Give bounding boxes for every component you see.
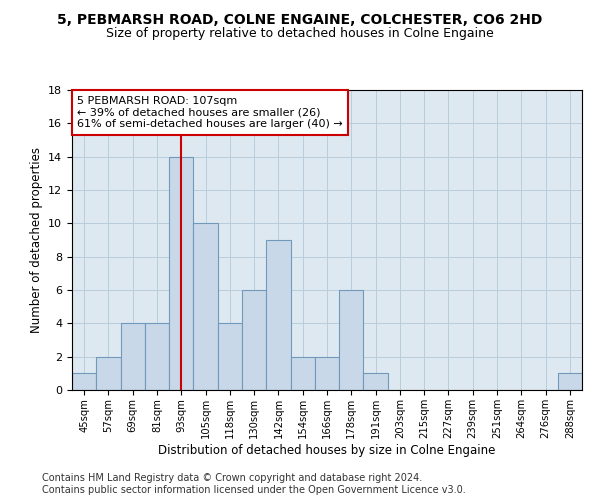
Bar [218, 324, 242, 390]
Bar [72, 374, 96, 390]
Text: 5 PEBMARSH ROAD: 107sqm
← 39% of detached houses are smaller (26)
61% of semi-de: 5 PEBMARSH ROAD: 107sqm ← 39% of detache… [77, 96, 343, 129]
Bar [145, 324, 169, 390]
Bar [193, 224, 218, 390]
Bar [315, 356, 339, 390]
Bar [266, 240, 290, 390]
X-axis label: Distribution of detached houses by size in Colne Engaine: Distribution of detached houses by size … [158, 444, 496, 456]
Bar [96, 356, 121, 390]
Bar [242, 290, 266, 390]
Bar [364, 374, 388, 390]
Bar [290, 356, 315, 390]
Text: Contains HM Land Registry data © Crown copyright and database right 2024.
Contai: Contains HM Land Registry data © Crown c… [42, 474, 466, 495]
Text: Size of property relative to detached houses in Colne Engaine: Size of property relative to detached ho… [106, 28, 494, 40]
Bar [121, 324, 145, 390]
Bar [339, 290, 364, 390]
Bar [169, 156, 193, 390]
Y-axis label: Number of detached properties: Number of detached properties [29, 147, 43, 333]
Text: 5, PEBMARSH ROAD, COLNE ENGAINE, COLCHESTER, CO6 2HD: 5, PEBMARSH ROAD, COLNE ENGAINE, COLCHES… [58, 12, 542, 26]
Bar [558, 374, 582, 390]
